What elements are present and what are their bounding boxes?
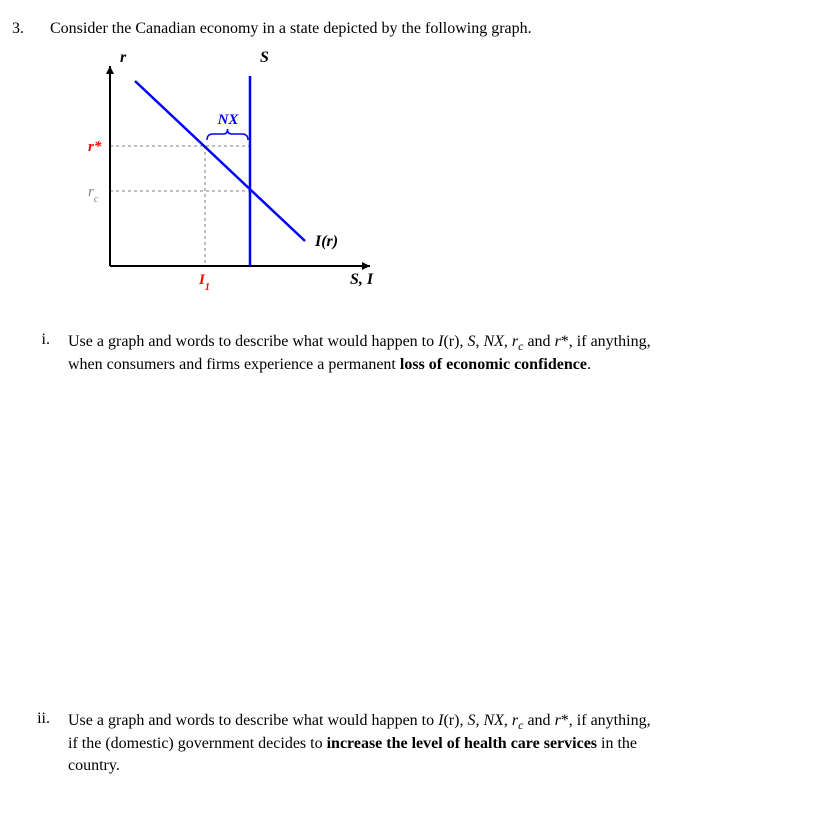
sub-i-bold: loss of economic confidence <box>400 356 587 373</box>
svg-text:I(r): I(r) <box>314 233 338 250</box>
svg-text:r: r <box>120 49 127 66</box>
var-r-paren: (r) <box>443 333 459 350</box>
economics-graph: r S NX I(r) S, I r* rc I1 <box>70 46 828 301</box>
sub-i-line2a: when consumers and firms experience a pe… <box>68 356 400 373</box>
var-rc2: rc <box>512 712 524 729</box>
sub-i-line2b: . <box>587 356 591 373</box>
graph-svg: r S NX I(r) S, I r* rc I1 <box>70 46 400 296</box>
svg-text:rc: rc <box>88 184 99 205</box>
sub-ii-line2b: in the <box>597 735 637 752</box>
sub-ii-intro: Use a graph and words to describe what w… <box>68 712 438 729</box>
sep3: , <box>504 333 512 350</box>
star2: * <box>561 712 569 729</box>
sub-i-number: i. <box>10 331 68 349</box>
sub-ii-tail: , if anything, <box>569 712 651 729</box>
svg-text:r*: r* <box>88 139 102 155</box>
var-rc: rc <box>512 333 524 350</box>
subquestion-i: i. Use a graph and words to describe wha… <box>10 331 828 376</box>
question-number: 3. <box>10 20 50 38</box>
svg-text:I1: I1 <box>198 272 210 293</box>
svg-text:NX: NX <box>217 112 240 128</box>
answer-space-i <box>10 376 828 696</box>
question-prompt: Consider the Canadian economy in a state… <box>50 20 828 38</box>
sub-ii-bold: increase the level of health care servic… <box>327 735 597 752</box>
question-header: 3. Consider the Canadian economy in a st… <box>10 20 828 38</box>
sub-i-intro: Use a graph and words to describe what w… <box>68 333 438 350</box>
sub-ii-line2a: if the (domestic) government decides to <box>68 735 327 752</box>
sub-i-tail: , if anything, <box>569 333 651 350</box>
sep6: , <box>504 712 512 729</box>
sub-ii-line3: country. <box>68 757 120 774</box>
var-NX2: NX <box>483 712 503 729</box>
svg-text:S, I: S, I <box>350 271 374 288</box>
sub-i-text: Use a graph and words to describe what w… <box>68 331 828 376</box>
sub-ii-text: Use a graph and words to describe what w… <box>68 710 828 777</box>
var-NX: NX <box>483 333 503 350</box>
subquestion-ii: ii. Use a graph and words to describe wh… <box>10 710 828 777</box>
svg-text:S: S <box>260 49 269 66</box>
var-r-paren2: (r) <box>443 712 459 729</box>
sub-ii-number: ii. <box>10 710 68 728</box>
and2: and <box>523 712 554 729</box>
and1: and <box>523 333 554 350</box>
star1: * <box>561 333 569 350</box>
